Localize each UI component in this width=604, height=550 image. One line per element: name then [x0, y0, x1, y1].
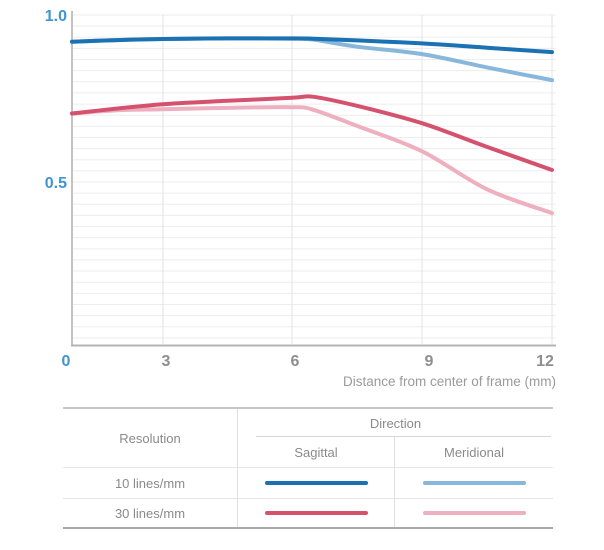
- curves: [70, 36, 554, 216]
- legend-row-10lines-label: 10 lines/mm: [63, 467, 238, 498]
- axes: [71, 11, 556, 347]
- gridlines: [72, 14, 556, 344]
- mtf-chart: 1.0 0.5 0 3 6 9 12 Distance from center …: [45, 8, 556, 389]
- swatch-10-meridional: [422, 481, 526, 485]
- legend-header-direction: Direction: [238, 409, 553, 437]
- direction-underline: [256, 436, 551, 437]
- curve-30-lines-mm-sagittal: [70, 94, 554, 172]
- x-tick-6: 6: [291, 353, 300, 370]
- legend-row-30lines-label: 30 lines/mm: [63, 498, 238, 527]
- legend-header-sagittal: Sagittal: [238, 437, 395, 467]
- curve-30-lines-mm-meridional: [70, 105, 554, 216]
- legend-header-meridional: Meridional: [444, 444, 504, 460]
- swatch-30-meridional: [422, 511, 526, 515]
- legend-table: Resolution Direction Sagittal Meridional…: [63, 407, 553, 529]
- y-axis-line: [71, 11, 73, 346]
- y-tick-1.0: 1.0: [45, 8, 67, 25]
- y-tick-0.5: 0.5: [45, 175, 67, 192]
- x-tick-0: 0: [62, 353, 71, 370]
- x-tick-9: 9: [425, 353, 434, 370]
- curve-10-lines-mm-sagittal: [70, 36, 554, 55]
- x-tick-12: 12: [536, 353, 554, 370]
- swatch-30-sagittal: [264, 511, 368, 515]
- legend-swatch-cell: [395, 467, 553, 498]
- legend-header-resolution: Resolution: [63, 409, 238, 467]
- direction-header-label: Direction: [369, 415, 422, 431]
- x-axis-line: [71, 344, 556, 347]
- legend-swatch-cell: [395, 498, 553, 527]
- legend-swatch-cell: [238, 467, 395, 498]
- legend-swatch-cell: [238, 498, 395, 527]
- x-axis-title: Distance from center of frame (mm): [343, 374, 556, 389]
- x-tick-3: 3: [162, 353, 171, 370]
- swatch-10-sagittal: [264, 481, 368, 485]
